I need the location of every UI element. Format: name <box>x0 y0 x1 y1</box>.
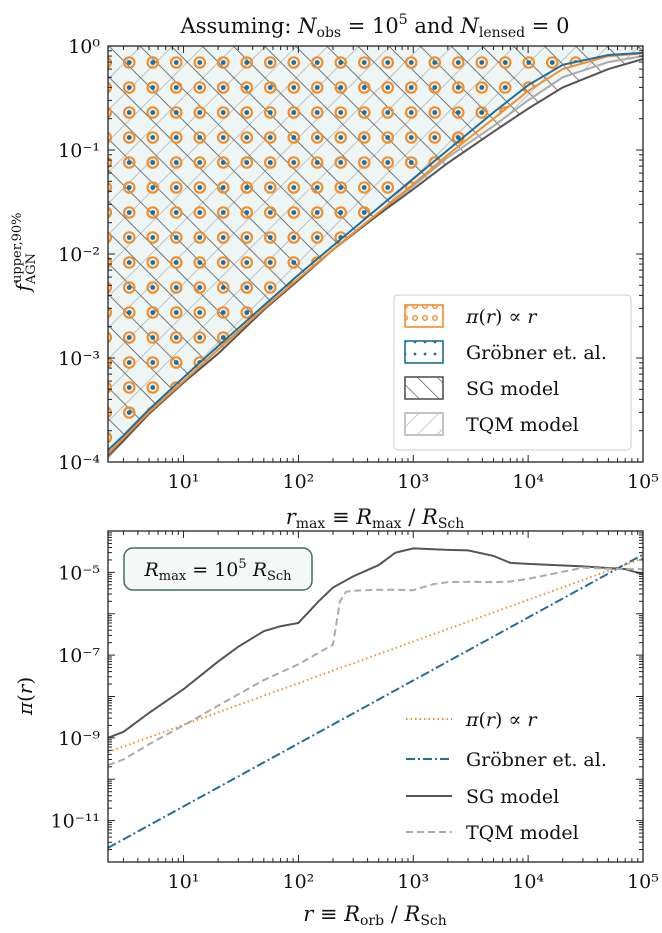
excluded-regions <box>108 46 643 458</box>
occupation-probability-panel: 10¹ 10² 10³ 10⁴ 10⁵ 10⁻¹¹ 10⁻⁹ 10⁻⁷ 10⁻⁵ Rmax = … <box>13 530 659 929</box>
chart-title: Assuming: Nobs = 105 and Nlensed = 0 <box>180 12 570 41</box>
svg-text:Rmax = 105 RSch: Rmax = 105 RSch <box>143 557 292 584</box>
legend-entry-grobner: Gröbner et. al. <box>404 340 607 364</box>
y-axis-label: fAGNupper,90% <box>10 212 39 293</box>
svg-text:SG model: SG model <box>466 786 559 808</box>
model-curves <box>108 547 643 849</box>
svg-text:TQM model: TQM model <box>466 414 579 436</box>
svg-text:TQM model: TQM model <box>466 822 579 844</box>
excluded-region-gr-bner-et-al <box>108 46 643 451</box>
y-tick-label: 10⁻⁴ <box>58 452 100 474</box>
legend-entry-pi-proportional: π(r) ∝ r <box>406 709 538 731</box>
axes: 10¹ 10² 10³ 10⁴ 10⁵ 10⁻¹¹ 10⁻⁹ 10⁻⁷ 10⁻⁵ <box>51 530 659 893</box>
axes: 10¹ 10² 10³ 10⁴ 10⁵ 10⁻⁴ 10⁻³ 10⁻² 10⁻¹ 10⁰ <box>58 36 659 493</box>
x-tick-label: 10³ <box>397 871 429 893</box>
curve-gr-bner-et-al <box>108 553 643 849</box>
legend-entry-pi-proportional: π(r) ∝ r <box>404 304 538 328</box>
curve-tqm-model <box>108 566 643 767</box>
y-tick-label: 10⁻⁷ <box>58 645 100 667</box>
x-tick-label: 10⁴ <box>512 471 544 493</box>
curve-sg-model <box>108 547 643 739</box>
legend: π(r) ∝ r Gröbner et. al. SG model TQM mo… <box>406 709 607 844</box>
legend-entry-sg-model: SG model <box>404 376 559 400</box>
y-tick-label: 10⁻⁹ <box>58 728 100 750</box>
x-tick-label: 10³ <box>397 471 429 493</box>
x-tick-label: 10⁴ <box>512 871 544 893</box>
y-axis-label: π(r) <box>13 677 37 716</box>
y-tick-label: 10⁻¹¹ <box>51 811 100 833</box>
x-tick-label: 10¹ <box>168 871 200 893</box>
y-tick-label: 10⁻³ <box>58 348 100 370</box>
upper-limit-panel: Assuming: Nobs = 105 and Nlensed = 0 10¹… <box>10 12 659 532</box>
x-axis-label: rmax ≡ Rmax / RSch <box>286 505 465 532</box>
y-tick-label: 10⁰ <box>68 36 100 58</box>
x-tick-label: 10¹ <box>168 471 200 493</box>
y-tick-label: 10⁻⁵ <box>58 562 100 584</box>
legend-entry-tqm-model: TQM model <box>404 412 579 436</box>
svg-text:π(r) ∝ r: π(r) ∝ r <box>465 709 538 731</box>
x-tick-label: 10⁵ <box>627 871 659 893</box>
legend-entry-sg-model: SG model <box>406 786 559 808</box>
y-tick-label: 10⁻¹ <box>58 140 100 162</box>
x-tick-label: 10² <box>283 471 315 493</box>
legend-entry-grobner: Gröbner et. al. <box>406 749 607 771</box>
legend-entry-tqm-model: TQM model <box>406 822 579 844</box>
curve-r-r <box>108 52 643 455</box>
x-tick-label: 10² <box>283 871 315 893</box>
legend: π(r) ∝ r Gröbner et. al. SG model TQM mo… <box>393 294 632 451</box>
svg-text:π(r) ∝ r: π(r) ∝ r <box>465 306 538 328</box>
curve-r-r <box>108 557 643 754</box>
x-tick-label: 10⁵ <box>627 471 659 493</box>
curve-gr-bner-et-al <box>108 51 643 451</box>
y-tick-label: 10⁻² <box>58 244 100 266</box>
limit-curves <box>108 51 643 459</box>
annotation-box: Rmax = 105 RSch <box>123 547 313 591</box>
x-axis-label: r ≡ Rorb / RSch <box>303 902 447 929</box>
svg-text:Gröbner et. al.: Gröbner et. al. <box>466 749 607 771</box>
svg-text:Gröbner et. al.: Gröbner et. al. <box>466 342 607 364</box>
svg-text:SG model: SG model <box>466 378 559 400</box>
